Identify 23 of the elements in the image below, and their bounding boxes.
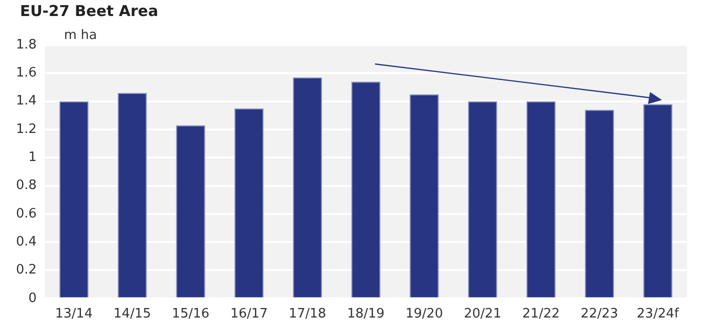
y-tick-label: 1.4: [16, 94, 37, 109]
x-tick-label: 21/22: [522, 306, 560, 322]
x-tick-label: 19/20: [405, 306, 443, 322]
y-tick-label: 1.8: [16, 37, 37, 52]
x-tick-label: 15/16: [172, 306, 210, 322]
y-tick-label: 0: [28, 290, 37, 306]
y-tick-label: 0.2: [16, 262, 37, 278]
x-tick-label: 13/14: [55, 306, 93, 322]
x-tick-label: 23/24f: [636, 306, 680, 322]
x-tick-label: 20/21: [464, 306, 502, 322]
y-tick-label: 0.8: [16, 178, 37, 194]
x-tick-label: 16/17: [230, 306, 268, 322]
x-tick-label: 14/15: [114, 306, 151, 322]
x-tick-label: 18/19: [347, 306, 385, 322]
x-tick-label: 22/23: [580, 306, 618, 322]
y-tick-label: 1.2: [16, 122, 37, 137]
y-tick-label: 0.4: [16, 234, 37, 250]
y-axis-title: m ha: [64, 28, 98, 43]
x-tick-label: 17/18: [288, 306, 326, 322]
y-tick-label: 1.6: [16, 66, 37, 81]
y-tick-label: 1: [28, 150, 37, 165]
y-tick-label: 0.6: [16, 206, 37, 222]
chart-title: EU-27 Beet Area: [20, 2, 158, 20]
